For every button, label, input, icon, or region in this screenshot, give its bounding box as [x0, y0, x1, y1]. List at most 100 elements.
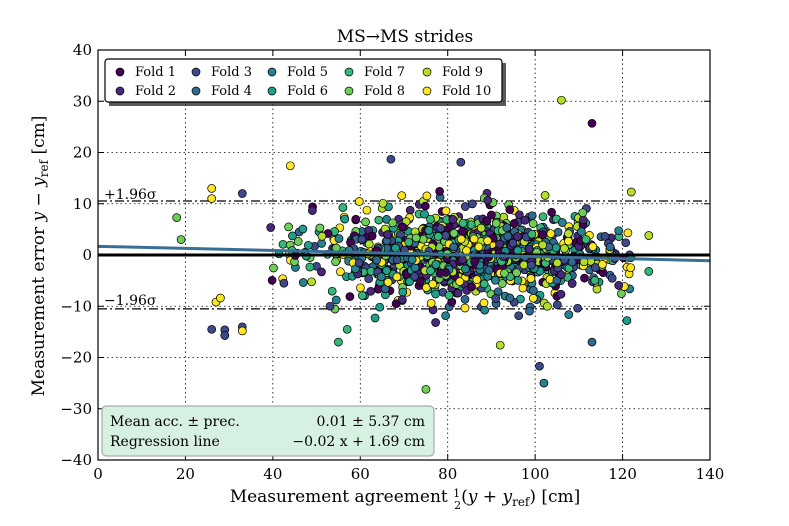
data-point-fold-2: [524, 244, 534, 254]
data-point-fold-7: [358, 291, 367, 300]
data-point-fold-3: [526, 260, 536, 270]
data-point-fold-3: [573, 303, 582, 313]
data-point-fold-7: [338, 203, 348, 212]
data-point-fold-7: [334, 337, 343, 347]
data-point-fold-1: [351, 214, 361, 224]
data-point-fold-10: [428, 279, 438, 289]
data-point-fold-10: [426, 298, 436, 308]
data-point-fold-1: [441, 268, 450, 277]
data-point-fold-3: [220, 331, 230, 340]
data-point-fold-5: [490, 275, 500, 285]
data-point-fold-10: [422, 191, 432, 201]
data-point-fold-9: [307, 277, 316, 287]
data-point-fold-1: [538, 230, 548, 240]
data-point-fold-1: [435, 186, 444, 196]
regression-line: [97, 244, 711, 263]
data-point-fold-6: [424, 226, 434, 235]
data-point-fold-10: [588, 242, 598, 252]
data-point-fold-7: [644, 267, 654, 276]
data-point-fold-9: [552, 258, 562, 268]
stats-row1-label: Mean acc. ± prec.: [110, 414, 240, 430]
data-point-fold-2: [556, 289, 566, 299]
data-point-fold-10: [456, 234, 466, 244]
data-point-fold-10: [469, 234, 479, 244]
data-point-fold-8: [497, 279, 507, 288]
legend-label: Fold 6: [287, 84, 328, 99]
data-point-fold-2: [614, 281, 624, 290]
legend-label: Fold 8: [364, 84, 405, 99]
data-point-fold-10: [626, 263, 636, 273]
data-point-fold-2: [483, 195, 493, 205]
data-point-fold-10: [336, 267, 345, 277]
data-point-fold-1: [580, 273, 589, 283]
legend-marker: [422, 86, 432, 96]
data-point-fold-2: [578, 215, 588, 225]
data-point-fold-8: [512, 268, 521, 278]
data-point-fold-5: [376, 272, 386, 282]
data-point-fold-3: [207, 324, 217, 334]
data-point-fold-9: [364, 239, 374, 249]
ticks-layer: 0 20 40 60 80 100 120 140 −40 −30 −20 −10 0 10 20 30 40: [60, 41, 724, 483]
data-point-fold-6: [303, 240, 313, 250]
data-point-fold-9: [564, 229, 573, 239]
data-point-fold-1: [470, 257, 479, 267]
data-point-fold-10: [207, 184, 217, 193]
data-point-fold-8: [578, 208, 588, 218]
data-point-fold-3: [386, 154, 396, 164]
data-point-fold-8: [331, 257, 340, 267]
data-point-fold-8: [293, 237, 303, 246]
data-point-fold-10: [356, 283, 365, 293]
data-point-fold-8: [617, 289, 626, 299]
data-point-fold-8: [361, 217, 370, 227]
data-point-fold-9: [557, 95, 566, 105]
stats-row2-label: Regression line: [110, 434, 220, 450]
data-point-fold-10: [528, 293, 538, 303]
stats-box-background: [101, 405, 435, 457]
data-point-fold-8: [411, 233, 421, 243]
data-point-fold-4: [605, 242, 615, 252]
data-point-fold-7: [305, 262, 315, 272]
data-point-fold-10: [216, 293, 225, 303]
legend-marker: [344, 86, 354, 96]
data-point-fold-8: [176, 235, 186, 244]
data-point-fold-7: [426, 266, 435, 276]
data-point-fold-4: [529, 286, 538, 295]
data-point-fold-2: [458, 255, 467, 264]
points-layer: [172, 95, 654, 420]
data-point-fold-9: [560, 244, 569, 253]
data-point-fold-7: [404, 237, 414, 247]
data-point-fold-10: [362, 205, 372, 215]
x-tick-label: 80: [438, 465, 457, 483]
data-point-fold-3: [410, 272, 419, 281]
data-point-fold-10: [479, 298, 489, 308]
chart-title: MS→MS strides: [337, 27, 474, 47]
lower-loa-label: −1.96σ: [104, 293, 157, 309]
data-point-fold-9: [626, 187, 636, 197]
data-point-fold-1: [509, 219, 519, 228]
data-point-fold-2: [520, 215, 530, 225]
data-point-fold-8: [315, 223, 325, 233]
data-point-fold-2: [383, 230, 393, 239]
data-point-fold-9: [476, 223, 486, 233]
y-tick-label: 30: [73, 92, 92, 110]
data-point-fold-10: [623, 228, 633, 238]
data-point-fold-8: [500, 268, 509, 278]
legend-marker: [115, 67, 125, 77]
data-point-fold-10: [237, 326, 247, 336]
data-point-fold-2: [448, 215, 458, 224]
data-point-fold-2: [397, 295, 407, 304]
data-point-fold-2: [317, 267, 326, 277]
data-point-fold-9: [378, 198, 388, 208]
data-point-fold-2: [366, 286, 376, 296]
legend-marker: [344, 67, 354, 77]
data-point-fold-8: [284, 222, 293, 232]
y-tick-label: −10: [60, 297, 92, 315]
data-point-fold-6: [288, 231, 297, 241]
data-point-fold-6: [431, 289, 440, 299]
data-point-fold-2: [495, 239, 504, 249]
data-point-fold-1: [482, 216, 492, 226]
data-point-fold-2: [453, 288, 463, 298]
y-tick-label: −20: [60, 349, 92, 367]
data-point-fold-8: [269, 263, 278, 273]
